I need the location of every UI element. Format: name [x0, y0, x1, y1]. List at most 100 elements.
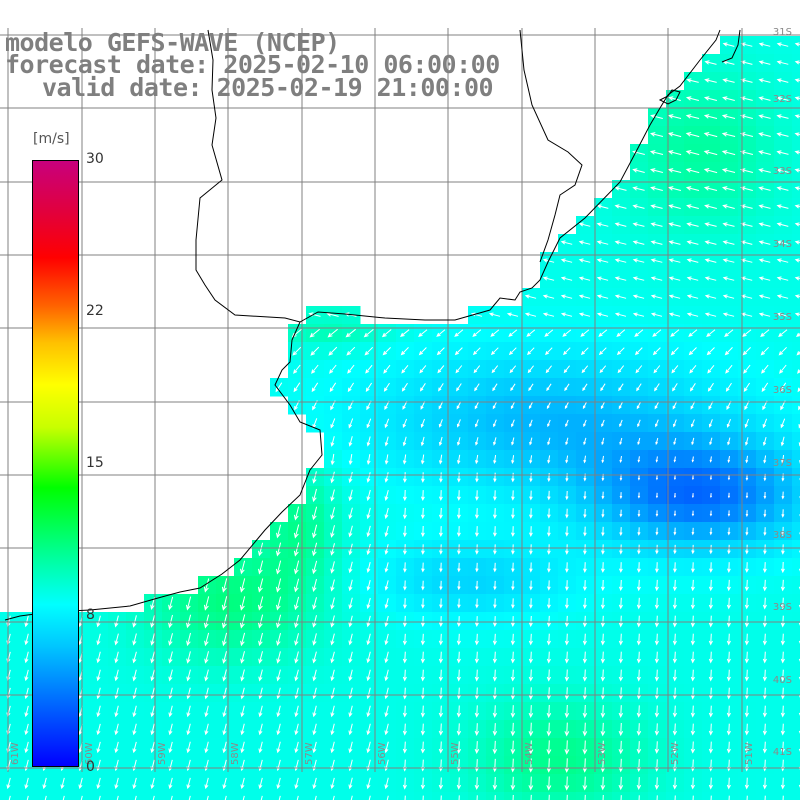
wind-arrow	[548, 794, 550, 800]
wind-arrow	[293, 364, 301, 374]
wind-arrow	[402, 705, 407, 718]
wind-arrow	[512, 794, 514, 800]
wind-speed-cell	[360, 792, 379, 800]
model-title: modelo GEFS-WAVE (NCEP)	[5, 28, 340, 57]
wind-arrow	[776, 96, 789, 101]
wind-arrow	[403, 598, 407, 609]
wind-arrow	[761, 364, 769, 374]
wind-arrow	[600, 383, 606, 392]
wind-arrow	[688, 329, 698, 337]
wind-arrow	[565, 437, 569, 446]
wind-arrow	[366, 579, 371, 592]
wind-arrow	[170, 795, 173, 800]
wind-arrow	[794, 132, 800, 137]
wind-arrow	[312, 597, 317, 610]
wind-arrow	[546, 615, 551, 628]
wind-arrow	[401, 364, 409, 374]
wind-arrow	[474, 669, 479, 682]
lat-lon-grid	[0, 28, 800, 772]
wind-arrow	[347, 382, 355, 393]
wind-arrow	[330, 651, 335, 664]
wind-arrow	[294, 633, 299, 646]
wind-arrow	[618, 722, 624, 737]
wind-speed-cell	[792, 612, 800, 631]
wind-arrow	[727, 437, 731, 446]
wind-arrow	[96, 615, 101, 628]
wind-arrow	[582, 651, 587, 664]
wind-arrow	[366, 705, 371, 718]
wind-arrow	[722, 78, 735, 83]
wind-arrow	[707, 382, 714, 392]
wind-arrow	[438, 490, 443, 502]
wind-arrow	[638, 795, 640, 800]
wind-arrow	[636, 723, 642, 736]
wind-arrow	[438, 633, 443, 646]
wind-arrow	[345, 328, 356, 338]
wind-arrow	[384, 777, 389, 790]
wind-arrow	[528, 687, 534, 700]
wind-arrow	[456, 687, 461, 700]
wind-arrow	[794, 168, 800, 173]
colorbar-tick-30: 30	[86, 151, 104, 167]
wind-arrow	[649, 150, 664, 155]
wind-arrow	[510, 776, 516, 791]
wind-arrow	[673, 419, 677, 428]
wind-arrow	[475, 580, 479, 591]
wind-arrow	[278, 795, 281, 800]
wind-arrow	[240, 632, 246, 647]
wind-arrow	[420, 705, 425, 718]
wind-arrow	[186, 777, 191, 790]
lon-label: 52W	[670, 742, 681, 765]
wind-arrow	[565, 490, 569, 501]
wind-arrow	[762, 579, 767, 592]
wind-arrow	[438, 687, 443, 700]
wind-arrow	[546, 598, 551, 609]
wind-arrow	[221, 596, 228, 611]
wind-arrow	[618, 687, 624, 700]
wind-arrow	[242, 795, 245, 800]
wind-arrow	[293, 382, 301, 393]
wind-arrow	[778, 329, 788, 338]
wind-speed-cell	[216, 792, 235, 800]
wind-arrow	[116, 795, 119, 800]
wind-arrow	[743, 382, 751, 392]
wind-arrow	[655, 419, 659, 428]
wind-arrow	[690, 777, 696, 790]
wind-arrow	[347, 364, 355, 374]
wind-arrow	[330, 687, 335, 700]
wind-arrow	[780, 705, 785, 718]
lon-label: 57W	[304, 742, 315, 765]
wind-arrow	[529, 544, 533, 555]
wind-arrow	[363, 329, 374, 338]
wind-arrow	[760, 346, 769, 356]
wind-arrow	[794, 96, 800, 101]
wind-arrow	[600, 633, 605, 646]
wind-arrow	[381, 329, 392, 338]
wind-arrow	[779, 382, 787, 393]
wind-arrow	[421, 544, 425, 555]
wind-arrow	[493, 562, 497, 573]
wind-arrow	[722, 42, 735, 47]
lon-label: 59W	[157, 742, 168, 765]
wind-arrow	[240, 723, 245, 736]
wind-arrow	[384, 705, 389, 718]
wind-arrow	[404, 795, 406, 800]
wind-arrow	[686, 240, 699, 245]
wind-arrow	[782, 795, 784, 800]
wind-speed-cell	[108, 792, 127, 800]
wind-arrow	[619, 419, 623, 428]
wind-arrow	[582, 401, 588, 410]
wind-arrow	[708, 651, 713, 664]
wind-arrow	[420, 777, 426, 790]
wind-arrow	[722, 222, 735, 227]
wind-arrow	[763, 509, 767, 518]
wind-arrow	[186, 669, 191, 682]
wind-arrow	[780, 633, 785, 646]
lat-label: 32S	[773, 94, 792, 105]
wind-arrow	[98, 795, 101, 800]
wind-arrow	[203, 596, 210, 611]
wind-arrow	[667, 132, 682, 138]
wind-arrow	[692, 795, 694, 800]
wind-arrow	[601, 491, 605, 500]
wind-arrow	[312, 741, 317, 754]
